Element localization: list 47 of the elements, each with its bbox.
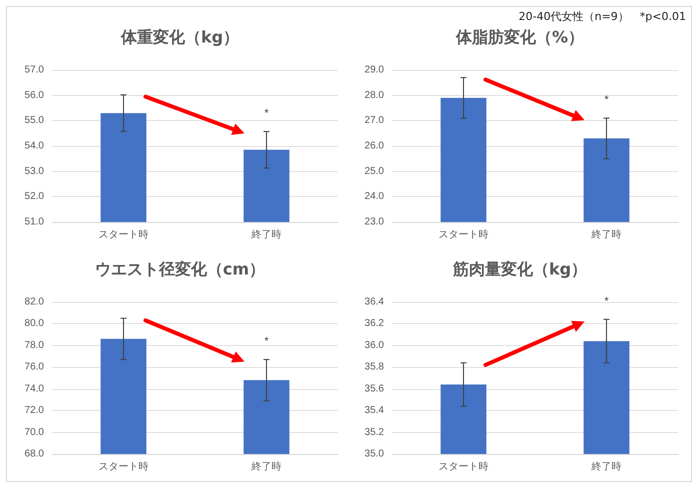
- y-tick-label: 35.0: [364, 448, 384, 460]
- y-tick-label: 53.0: [24, 166, 44, 177]
- y-tick-label: 36.0: [364, 340, 384, 351]
- y-tick-label: 35.6: [364, 383, 384, 394]
- y-tick-label: 36.2: [364, 318, 384, 330]
- y-tick-label: 35.2: [364, 426, 384, 438]
- x-tick-label: 終了時: [250, 460, 282, 472]
- chart-title: 体重変化（kg）: [120, 28, 240, 46]
- y-tick-label: 57.0: [24, 64, 44, 76]
- y-tick-label: 51.0: [24, 216, 44, 228]
- annotation: *: [264, 108, 270, 120]
- annotation: *: [604, 295, 610, 308]
- y-tick-label: 35.8: [364, 362, 384, 373]
- y-tick-label: 26.0: [364, 140, 384, 152]
- y-tick-label: 36.4: [364, 296, 384, 308]
- y-tick-label: 70.0: [24, 426, 44, 438]
- annotation: *: [604, 94, 610, 106]
- y-tick-label: 80.0: [24, 318, 44, 330]
- y-tick-label: 82.0: [24, 296, 44, 308]
- x-tick-label: スタート時: [438, 460, 488, 472]
- y-tick-label: 54.0: [24, 140, 44, 152]
- y-tick-label: 55.0: [24, 115, 44, 126]
- x-tick-label: スタート時: [438, 228, 488, 240]
- chart-title: ウエスト径変化（cm）: [94, 260, 266, 278]
- chart-title: 体脂肪変化（%）: [454, 28, 584, 46]
- y-tick-label: 35.4: [364, 405, 384, 416]
- y-tick-label: 25.0: [364, 166, 384, 177]
- y-tick-label: 74.0: [24, 383, 44, 394]
- y-tick-label: 24.0: [364, 191, 384, 202]
- x-tick-label: 終了時: [590, 460, 622, 472]
- x-tick-label: 終了時: [250, 228, 282, 240]
- x-tick-label: スタート時: [98, 460, 148, 472]
- y-tick-label: 23.0: [364, 216, 384, 228]
- text: 20-40代女性（n=9） *p<0.01: [518, 9, 686, 24]
- x-tick-label: スタート時: [98, 228, 148, 240]
- y-tick-label: 28.0: [364, 90, 384, 101]
- y-tick-label: 52.0: [24, 191, 44, 202]
- annotation: *: [264, 336, 270, 348]
- y-tick-label: 76.0: [24, 362, 44, 373]
- y-tick-label: 78.0: [24, 340, 44, 351]
- y-tick-label: 56.0: [24, 90, 44, 101]
- x-tick-label: 終了時: [590, 228, 622, 240]
- y-tick-label: 72.0: [24, 405, 44, 416]
- y-tick-label: 27.0: [364, 115, 384, 126]
- chart-title: 筋肉量変化（kg）: [452, 260, 588, 278]
- y-tick-label: 68.0: [24, 448, 44, 460]
- y-tick-label: 29.0: [364, 64, 384, 76]
